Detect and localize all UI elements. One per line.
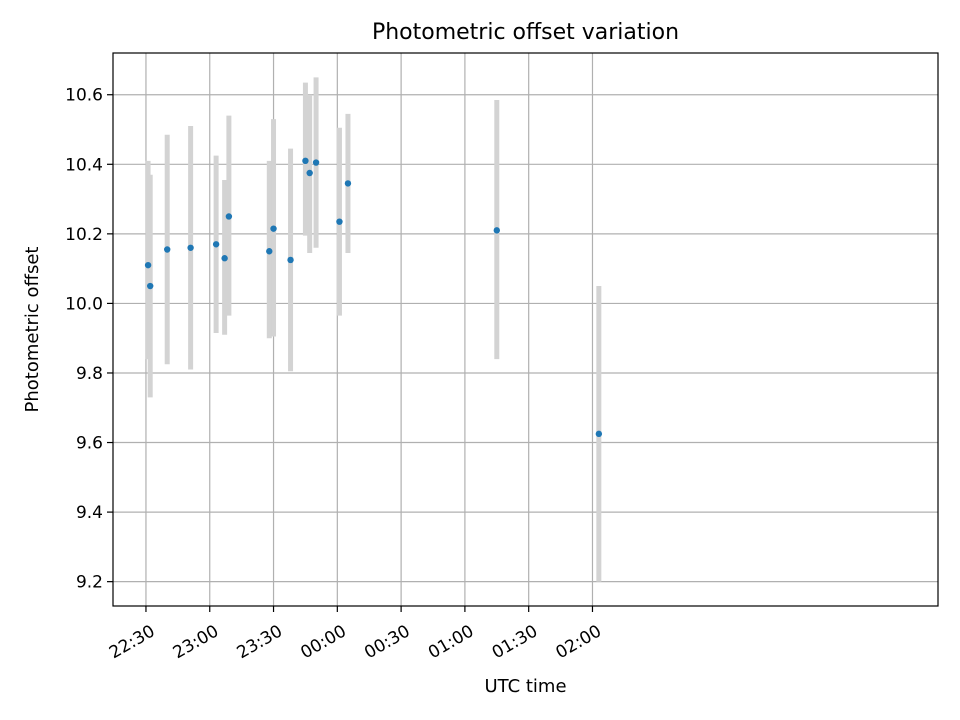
x-tick-label: 00:30 — [361, 621, 413, 663]
y-tick-label: 9.4 — [76, 503, 103, 523]
data-point — [306, 169, 313, 177]
y-axis-label: Photometric offset — [22, 247, 43, 413]
y-tick-label: 9.2 — [76, 573, 103, 593]
grid-layer — [113, 53, 938, 606]
x-tick-label: 00:00 — [297, 621, 349, 663]
x-tick-label: 22:30 — [106, 621, 158, 663]
chart-title: Photometric offset variation — [372, 20, 679, 45]
y-tick-label: 10.2 — [65, 225, 103, 245]
data-point — [302, 157, 309, 165]
data-point — [266, 248, 273, 255]
data-point — [270, 225, 277, 232]
data-point — [493, 227, 500, 234]
data-point — [336, 218, 343, 225]
errorbar-layer — [145, 77, 602, 582]
y-tick-label: 10.6 — [65, 86, 103, 106]
plot-frame — [112, 52, 939, 607]
data-point — [344, 180, 352, 187]
y-tick-label: 9.6 — [76, 434, 103, 454]
data-point — [164, 246, 171, 253]
point-layer — [144, 157, 603, 438]
data-point — [212, 241, 220, 248]
data-point — [595, 430, 603, 438]
x-tick-label: 23:00 — [170, 621, 222, 663]
data-point — [147, 282, 154, 290]
y-tick-label: 9.8 — [76, 364, 103, 384]
x-axis-label: UTC time — [484, 676, 566, 697]
x-tick-label: 02:00 — [553, 621, 605, 663]
data-point — [312, 159, 320, 166]
data-point — [287, 256, 294, 264]
y-tick-label: 10.0 — [65, 294, 103, 314]
data-point — [144, 261, 152, 269]
data-point — [187, 244, 194, 251]
x-tick-label: 01:30 — [489, 621, 541, 663]
data-point — [225, 213, 233, 220]
x-tick-label: 23:30 — [234, 621, 286, 663]
x-tick-label: 01:00 — [425, 621, 477, 663]
data-point — [221, 255, 228, 262]
y-tick-label: 10.4 — [65, 155, 103, 175]
